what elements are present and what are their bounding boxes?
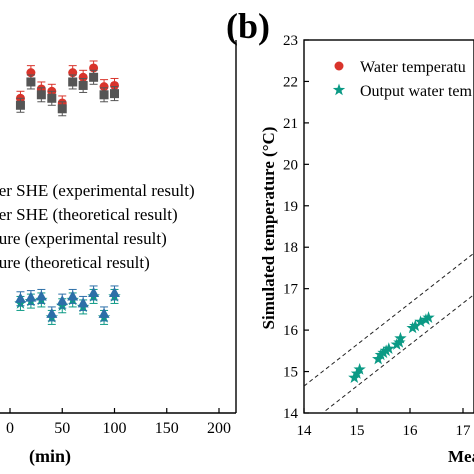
right-chart: 14 15 16 17 18 19 20 21 22 23 14 15 16 17 Water temp… (259, 33, 474, 466)
right-y-tick-label: 22 (283, 74, 298, 90)
left-x-tick-label: 200 (207, 420, 231, 437)
right-point (393, 336, 406, 348)
right-bound-lines (304, 252, 474, 413)
right-bound-line (304, 252, 474, 387)
left-x-tick-label: 100 (103, 420, 127, 437)
left-point (25, 291, 37, 302)
right-series (348, 311, 435, 384)
left-x-tick-label: 0 (6, 420, 14, 437)
left-point (57, 104, 67, 114)
right-y-tick-label: 20 (283, 157, 298, 173)
left-legend: ter SHE (experimental result) ter SHE (th… (0, 181, 195, 272)
right-y-tick-label: 18 (283, 240, 298, 256)
left-point (110, 89, 119, 99)
left-point (14, 292, 26, 303)
left-point (35, 290, 47, 301)
left-point (78, 80, 88, 90)
left-legend-label: ture (experimental result) (0, 229, 167, 248)
left-point (109, 286, 120, 297)
right-point (409, 319, 422, 332)
right-legend-marker (332, 83, 346, 96)
left-legend-label: ter SHE (theoretical result) (0, 205, 178, 224)
right-legend-label: Output water tem (360, 83, 473, 100)
left-point (68, 77, 78, 87)
left-x-tick-label: 150 (155, 420, 179, 437)
left-legend-label: ter SHE (experimental result) (0, 181, 195, 200)
right-x-tick-label: 15 (350, 423, 365, 439)
left-point (89, 72, 99, 82)
right-x-tick-label: 17 (456, 423, 472, 439)
left-point (67, 290, 79, 301)
right-y-tick-label: 19 (283, 199, 298, 215)
right-x-tick-label: 16 (403, 423, 419, 439)
right-bound-line (321, 293, 474, 413)
right-legend-marker (334, 61, 344, 71)
left-x-tick-label: 50 (54, 420, 70, 437)
right-legend-label: Water temperatu (360, 59, 466, 76)
right-x-tick-label: 14 (297, 423, 313, 439)
left-point (78, 72, 88, 82)
left-point (46, 307, 58, 318)
left-point (77, 297, 89, 308)
left-x-axis-label: (min) (29, 446, 71, 467)
left-legend-label: ture (theoretical result) (0, 253, 150, 272)
right-y-tick-label: 21 (283, 116, 298, 132)
right-point (414, 315, 427, 328)
right-y-axis-label: Simulated temperature (°C) (259, 127, 278, 330)
right-series-group (348, 311, 435, 384)
left-series-group (14, 285, 120, 322)
right-y-tick-label: 14 (283, 406, 299, 422)
left-point (88, 286, 100, 297)
right-legend: Water temperatu Output water tem (332, 59, 473, 100)
right-plot-frame (303, 39, 474, 414)
left-point (99, 82, 109, 92)
left-chart: 0 50 100 150 200 ter SHE (experimental resul… (0, 40, 237, 467)
left-series (14, 60, 121, 325)
right-point (382, 342, 395, 355)
right-x-ticks: 14 15 16 17 (297, 408, 472, 439)
right-point (394, 331, 407, 344)
right-y-tick-label: 23 (283, 33, 298, 49)
left-point (15, 100, 25, 110)
left-point (36, 90, 46, 100)
left-point (56, 295, 68, 306)
right-point (353, 362, 366, 375)
panel-label: (b) (226, 6, 270, 46)
right-y-tick-label: 16 (283, 323, 299, 339)
right-y-ticks: 14 15 16 17 18 19 20 21 22 23 (283, 33, 309, 422)
left-point (110, 80, 119, 90)
left-point (99, 90, 109, 100)
right-x-axis-label: Measu (448, 447, 474, 466)
right-y-tick-label: 15 (283, 365, 298, 381)
left-point (47, 93, 57, 103)
left-x-ticks: 0 50 100 150 200 (6, 408, 231, 437)
left-series-group (15, 69, 119, 117)
left-point (98, 307, 110, 318)
right-y-tick-label: 17 (283, 282, 299, 298)
left-point (26, 77, 36, 87)
right-point (422, 311, 435, 323)
